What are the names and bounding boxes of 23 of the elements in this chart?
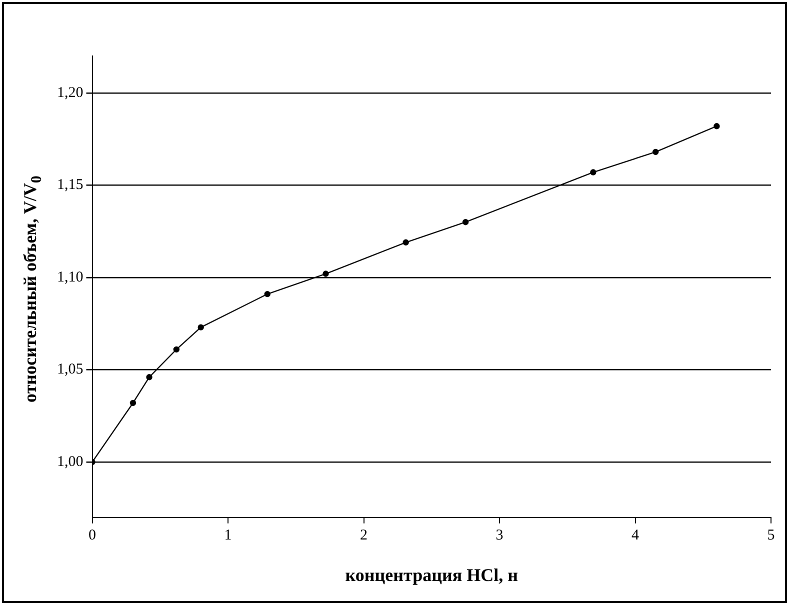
point xyxy=(146,374,152,380)
point xyxy=(462,219,469,226)
x-tick-label: 0 xyxy=(88,527,96,544)
x-tick-label: 2 xyxy=(360,527,368,544)
y-tick-label: 1,10 xyxy=(57,269,84,286)
point xyxy=(652,148,659,156)
point xyxy=(130,400,136,406)
point xyxy=(198,324,204,330)
point xyxy=(402,239,409,246)
point xyxy=(590,169,596,176)
point xyxy=(322,270,329,277)
x-axis-title: концентрация HCl, н xyxy=(345,564,518,585)
x-tick-label: 1 xyxy=(224,527,232,544)
point xyxy=(714,123,720,130)
x-tick-label: 5 xyxy=(767,527,775,544)
point xyxy=(264,290,270,298)
x-tick-label: 4 xyxy=(632,527,640,544)
y-tick-label: 1,00 xyxy=(57,454,84,470)
y-tick-label: 1,05 xyxy=(57,362,84,378)
y-tick-label: 1,15 xyxy=(57,177,84,194)
point xyxy=(173,346,180,353)
y-tick-label: 1,20 xyxy=(57,84,84,101)
x-tick-label: 3 xyxy=(496,527,504,544)
